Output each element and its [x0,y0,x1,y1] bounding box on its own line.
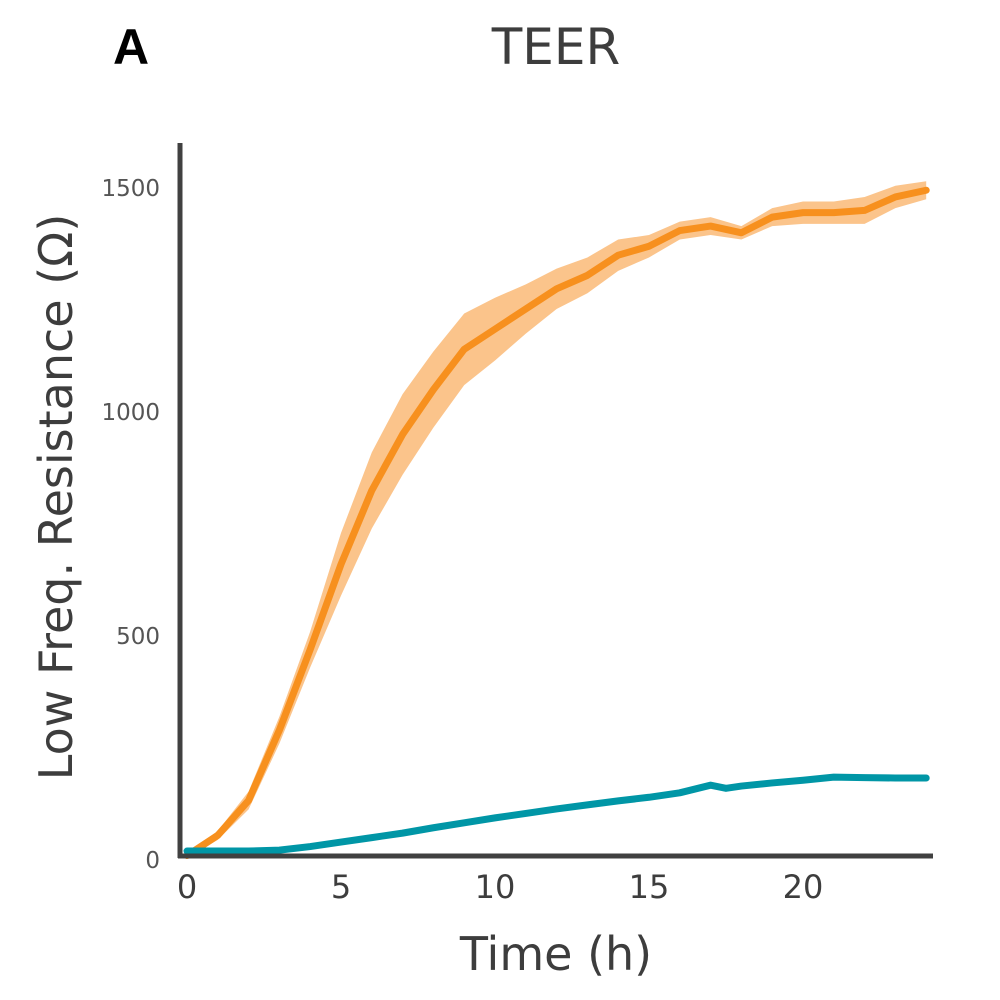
panel-label: A [113,19,150,75]
x-tick-label: 15 [629,868,670,906]
x-tick-label: 10 [475,868,516,906]
y-tick-label: 1500 [101,176,160,202]
x-tick-label: 0 [177,868,197,906]
y-axis-label: Low Freq. Resistance (Ω) [29,214,83,781]
teal-series-line [183,773,930,855]
y-tick-label: 1000 [101,400,160,426]
orange-series-line [183,186,930,860]
x-tick-label: 5 [331,868,351,906]
orange-error-band [187,181,927,858]
x-tick-label: 20 [783,868,824,906]
y-tick-label: 500 [116,624,160,650]
x-axis-label: Time (h) [459,927,652,981]
teal-error-band [187,775,927,853]
chart-title: TEER [491,18,621,76]
y-tick-label: 0 [145,848,160,874]
